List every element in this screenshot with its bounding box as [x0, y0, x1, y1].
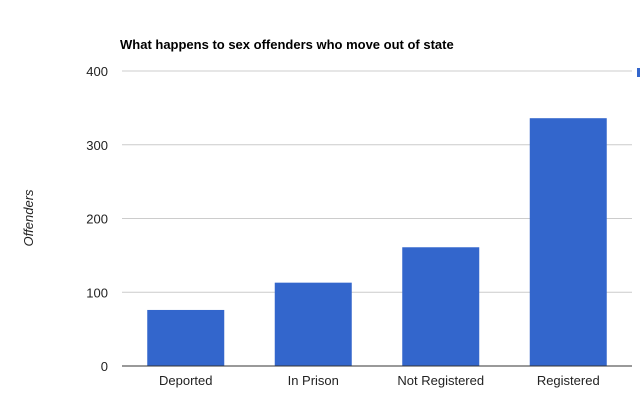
- y-axis-title: Offenders: [21, 189, 36, 247]
- x-tick-label: Registered: [537, 373, 600, 388]
- x-tick-label: In Prison: [288, 373, 339, 388]
- bar-registered[interactable]: [529, 118, 607, 366]
- chart-title: What happens to sex offenders who move o…: [120, 37, 454, 52]
- x-tick-label: Deported: [159, 373, 212, 388]
- legend-marker-icon: [637, 68, 640, 77]
- bars: [147, 118, 607, 366]
- y-tick-label: 0: [101, 359, 108, 374]
- y-tick-label: 300: [86, 138, 108, 153]
- y-axis-ticks: 0 100 200 300 400: [86, 64, 108, 374]
- y-tick-label: 100: [86, 285, 108, 300]
- y-tick-label: 400: [86, 64, 108, 79]
- bar-not-registered[interactable]: [402, 247, 480, 366]
- bar-deported[interactable]: [147, 309, 225, 366]
- x-tick-label: Not Registered: [397, 373, 484, 388]
- x-axis-ticks: Deported In Prison Not Registered Registere…: [159, 373, 600, 388]
- y-tick-label: 200: [86, 212, 108, 227]
- bar-in-prison[interactable]: [274, 282, 352, 366]
